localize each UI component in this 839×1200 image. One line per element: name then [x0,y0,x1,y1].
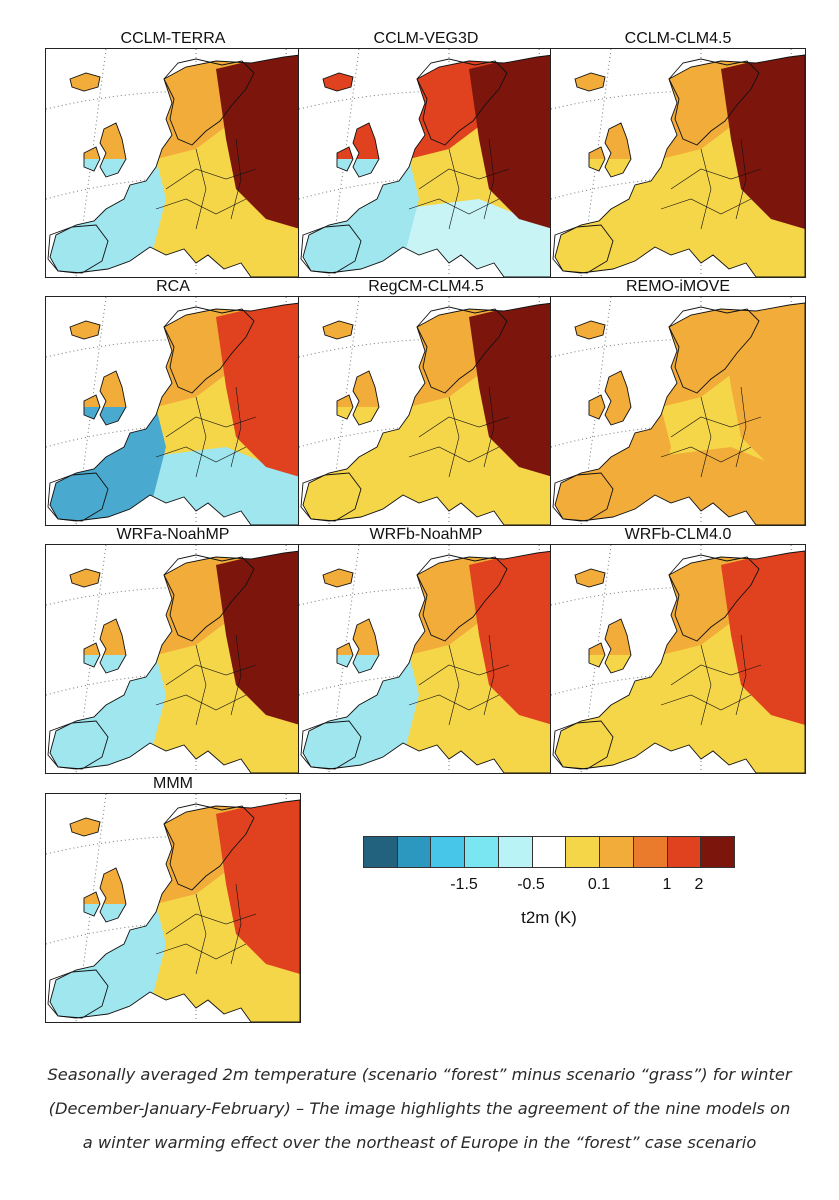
coastlines [552,54,805,277]
legend-tick: -1.5 [450,876,478,893]
east-region [216,551,300,725]
coastlines [300,550,553,773]
panel-title: WRFa-NoahMP [116,526,230,543]
coastlines [300,54,553,277]
panel-title: CCLM-CLM4.5 [624,30,732,47]
europe-map [551,297,805,525]
map-frame [298,48,554,278]
coastlines [552,550,805,773]
europe-map [551,545,805,773]
panel-title: RegCM-CLM4.5 [368,278,484,295]
legend-swatch [633,837,668,867]
caption-line: (December-January-February) – The image … [48,1099,791,1118]
coastlines [47,302,300,525]
east-region [469,303,553,477]
temperature-field [555,55,805,277]
legend-swatch [701,837,735,867]
europe-map [299,49,553,277]
figure-caption: Seasonally averaged 2m temperature (scen… [20,1058,819,1160]
map-frame [45,296,301,526]
map-frame [45,544,301,774]
legend-swatch [566,837,601,867]
legend-tick: 0.1 [587,876,611,893]
europe-map [46,49,300,277]
legend-swatch [465,837,499,867]
europe-map [46,794,300,1022]
map-frame [550,48,806,278]
panel-title: WRFb-NoahMP [369,526,483,543]
europe-map [46,297,300,525]
panel-title: RCA [156,278,190,295]
east-region [721,55,805,229]
east-region [216,55,300,229]
legend-swatch [532,837,567,867]
europe-map [299,297,553,525]
coastlines [300,302,553,525]
east-region [721,303,805,477]
legend-tick: -0.5 [517,876,545,893]
europe-map [551,49,805,277]
coastlines [47,54,300,277]
east-region [721,551,805,725]
caption-line: Seasonally averaged 2m temperature (scen… [47,1065,792,1084]
color-legend: -1.5 -0.5 0.1 1 2 t2m (K) [363,836,735,936]
coastlines [47,550,300,773]
map-frame [45,793,301,1023]
panel-title: MMM [153,775,193,792]
panel-title: WRFb-CLM4.0 [624,526,732,543]
map-frame [298,544,554,774]
east-region [216,303,300,477]
legend-swatch [364,837,398,867]
coastlines [552,302,805,525]
panel-title: REMO-iMOVE [626,278,730,295]
map-frame [298,296,554,526]
panel-title: CCLM-TERRA [120,30,226,47]
legend-colorbar [363,836,735,868]
panel-title: CCLM-VEG3D [373,30,479,47]
map-frame [550,544,806,774]
map-frame [550,296,806,526]
legend-tick: 2 [694,876,704,893]
legend-swatch [667,837,702,867]
legend-label: t2m (K) [521,908,577,927]
legend-tick: 1 [662,876,672,893]
legend-swatch [431,837,466,867]
legend-swatch [600,837,634,867]
europe-map [299,545,553,773]
east-region [216,800,300,974]
legend-swatch [397,837,432,867]
europe-map [46,545,300,773]
legend-swatch [498,837,533,867]
east-region [469,55,553,229]
map-frame [45,48,301,278]
coastlines [47,799,300,1022]
east-region [469,551,553,725]
caption-line: a winter warming effect over the northea… [82,1133,757,1152]
